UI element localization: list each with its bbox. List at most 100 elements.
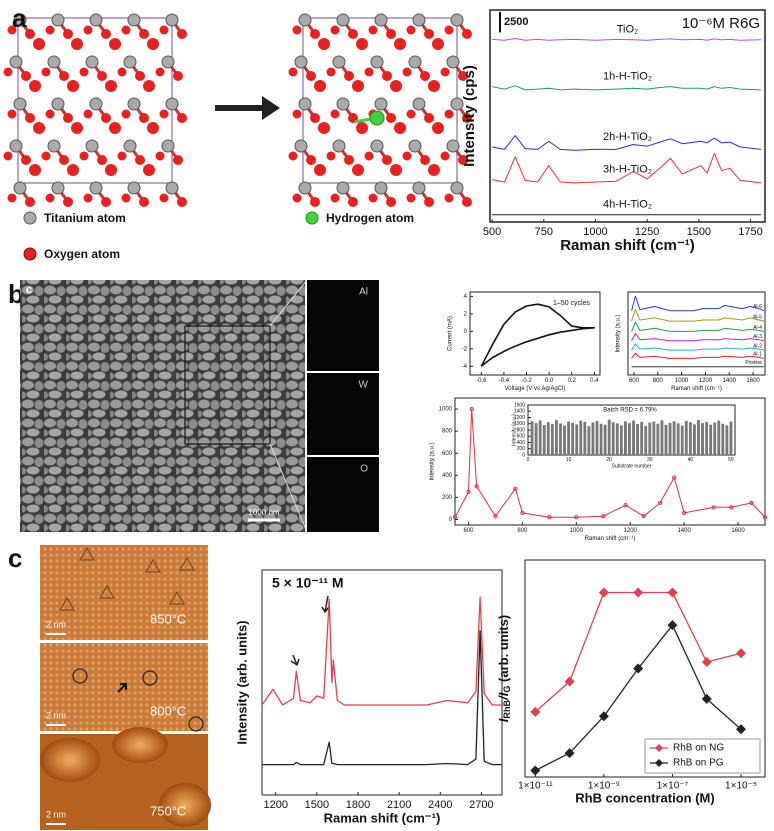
ti-atom (127, 13, 141, 27)
bar (615, 423, 619, 455)
o-atom (386, 197, 396, 207)
x-tick-label: 2400 (428, 799, 452, 811)
o-atom (292, 25, 302, 35)
y-tick-label: 800 (442, 429, 453, 435)
marker (547, 515, 552, 520)
x-tick-label: 50 (728, 457, 734, 463)
stm-temp: 800°C (150, 703, 186, 718)
arrow (215, 96, 280, 120)
y-tick-label: 4 (464, 294, 468, 300)
marker (633, 663, 644, 674)
bar (559, 423, 562, 455)
marker (672, 475, 677, 480)
bar (583, 421, 587, 455)
bar (636, 424, 640, 455)
o-atom (25, 197, 35, 207)
ti-atom (450, 181, 464, 195)
bar (660, 420, 664, 455)
y-tick-label: 1000 (439, 407, 453, 413)
o-atom (67, 164, 79, 176)
panel-letter: c (8, 543, 22, 573)
peak-arrow (290, 654, 300, 667)
y-tick-label: 1200 (514, 415, 525, 421)
o-atom (155, 67, 165, 77)
y-tick-label: -4 (462, 364, 468, 370)
o-atom (33, 38, 45, 50)
stm-scale-label: 2 nm (46, 710, 66, 720)
o-atom (326, 67, 336, 77)
bar (575, 424, 579, 455)
series-label: Al-6 (753, 304, 762, 310)
bar (701, 423, 704, 455)
x-tick-label: 1400 (677, 528, 691, 534)
series-label: Pristine (745, 360, 762, 366)
marker (601, 514, 606, 519)
x-tick-label: 1200 (699, 378, 713, 384)
marker (633, 587, 644, 598)
sem-label: c (26, 284, 32, 296)
bar (680, 425, 684, 455)
ti-atom (13, 97, 27, 111)
marker (474, 484, 479, 489)
series-label: Al-3 (753, 334, 762, 340)
bar (632, 420, 635, 455)
x-tick-label: 500 (483, 226, 501, 238)
ti-atom (298, 181, 312, 195)
bar (546, 422, 550, 455)
ti-atom (370, 139, 384, 153)
series-line (631, 321, 764, 332)
bar (591, 422, 595, 455)
y-axis-label-part: G (502, 686, 512, 693)
bar (664, 425, 668, 455)
bar (563, 425, 566, 455)
x-tick-label: 600 (629, 378, 640, 384)
defect-markers (58, 546, 204, 732)
marker (598, 711, 609, 722)
eds-map (307, 457, 379, 532)
y-tick-label: 400 (517, 440, 526, 446)
bar (725, 425, 729, 455)
ti-atom (370, 55, 384, 69)
y-tick-label: 1000 (514, 421, 525, 427)
series-line (534, 591, 742, 713)
marker (682, 510, 687, 515)
plot-frame (627, 291, 766, 376)
o-atom (390, 80, 402, 92)
o-atom (306, 155, 316, 165)
o-atom (159, 25, 169, 35)
y-tick-label: 2 (464, 311, 468, 317)
bar (713, 422, 717, 455)
o-atom (432, 38, 444, 50)
ti-atom (161, 139, 175, 153)
ti-atom (123, 55, 137, 69)
bar (640, 421, 644, 455)
o-atom (364, 67, 374, 77)
o-atom (444, 25, 454, 35)
x-tick-label: 1×10⁻⁵ (725, 781, 757, 792)
stm-feature (112, 727, 168, 763)
o-atom (7, 25, 17, 35)
ti-atom (446, 139, 460, 153)
x-tick-label: 1500 (305, 799, 329, 811)
legend-label: RhB on PG (673, 758, 724, 769)
crystal-structures (3, 13, 472, 207)
o-atom (177, 113, 187, 123)
o-atom (458, 155, 468, 165)
o-atom (306, 71, 316, 81)
x-tick-label: 600 (463, 528, 474, 534)
bar (599, 423, 603, 455)
o-atom (143, 80, 155, 92)
y-tick-label: 200 (442, 495, 453, 501)
bar (587, 426, 591, 455)
y-tick-label: 400 (442, 473, 453, 479)
o-atom (177, 197, 187, 207)
h-atom (369, 110, 385, 126)
legend-o (23, 247, 37, 261)
y-tick-label: 0 (449, 517, 453, 523)
ti-atom (374, 13, 388, 27)
o-atom (173, 71, 183, 81)
eds-map (307, 280, 379, 371)
x-axis-label: Raman shift (cm⁻¹) (324, 811, 441, 826)
o-atom (394, 38, 406, 50)
x-tick-label: -0.4 (499, 378, 510, 384)
